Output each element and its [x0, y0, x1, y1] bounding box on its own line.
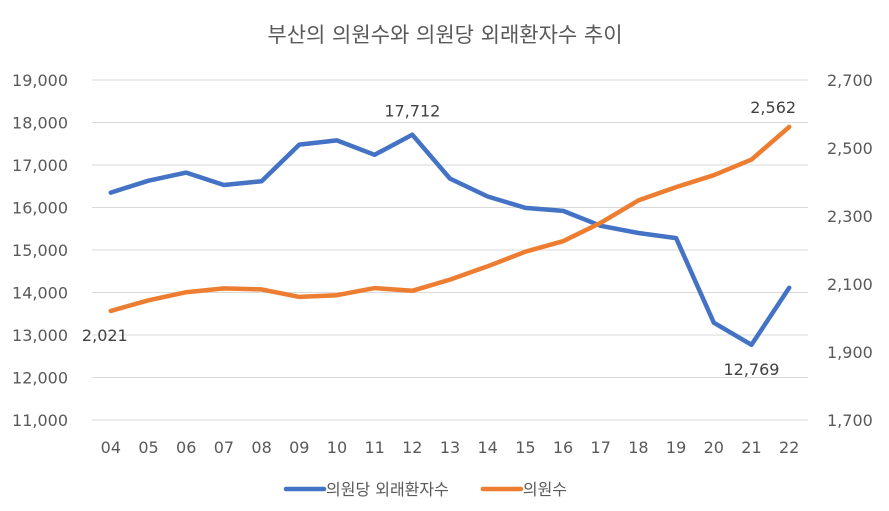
x-tick-label: 09 — [289, 438, 309, 457]
series-line-1 — [108, 124, 792, 314]
legend-label: 의원당 외래환자수 — [326, 480, 449, 499]
x-tick-label: 12 — [402, 438, 422, 457]
data-label: 2,021 — [82, 326, 128, 345]
right-y-tick-label: 2,300 — [827, 207, 873, 226]
left-y-tick-label: 16,000 — [12, 199, 68, 218]
left-y-tick-label: 13,000 — [12, 326, 68, 345]
x-tick-label: 05 — [138, 438, 158, 457]
right-y-tick-label: 2,700 — [827, 71, 873, 90]
grid-lines — [92, 79, 808, 421]
x-tick-label: 08 — [251, 438, 271, 457]
x-tick-label: 15 — [515, 438, 535, 457]
right-y-tick-label: 1,700 — [827, 411, 873, 430]
series-lines — [108, 124, 792, 348]
x-tick-label: 10 — [327, 438, 347, 457]
x-tick-label: 07 — [214, 438, 234, 457]
right-y-axis: 1,700 1,900 2,100 2,300 2,500 2,700 — [827, 71, 873, 430]
left-y-tick-label: 14,000 — [12, 284, 68, 303]
x-tick-label: 18 — [628, 438, 648, 457]
chart-title: 부산의 의원수와 의원당 외래환자수 추이 — [267, 23, 622, 47]
series-line-0 — [108, 132, 792, 348]
left-y-axis: 11,000 12,000 13,000 14,000 15,000 16,000 17,0… — [12, 71, 68, 430]
left-y-tick-label: 17,000 — [12, 156, 68, 175]
x-axis: 04 05 06 07 08 09 10 11 12 13 14 15 16 17 18 19 20 21 22 — [101, 438, 800, 457]
right-y-tick-label: 2,100 — [827, 275, 873, 294]
x-tick-label: 13 — [440, 438, 460, 457]
x-tick-label: 04 — [101, 438, 121, 457]
x-tick-label: 17 — [591, 438, 611, 457]
x-tick-label: 16 — [553, 438, 573, 457]
data-labels: 17,712 12,769 2,021 2,562 — [82, 98, 796, 379]
left-y-tick-label: 15,000 — [12, 241, 68, 260]
data-label: 12,769 — [723, 360, 779, 379]
x-tick-label: 11 — [364, 438, 384, 457]
data-label: 2,562 — [750, 98, 796, 117]
x-tick-label: 21 — [741, 438, 761, 457]
x-tick-label: 22 — [779, 438, 799, 457]
data-label: 17,712 — [384, 102, 440, 121]
right-y-tick-label: 2,500 — [827, 139, 873, 158]
x-tick-label: 20 — [704, 438, 724, 457]
left-y-tick-label: 11,000 — [12, 411, 68, 430]
legend: 의원당 외래환자수 의원수 — [283, 480, 567, 499]
x-tick-label: 19 — [666, 438, 686, 457]
right-y-tick-label: 1,900 — [827, 343, 873, 362]
left-y-tick-label: 18,000 — [12, 114, 68, 133]
legend-label: 의원수 — [523, 480, 567, 499]
x-tick-label: 06 — [176, 438, 196, 457]
x-tick-label: 14 — [478, 438, 498, 457]
left-y-tick-label: 19,000 — [12, 71, 68, 90]
left-y-tick-label: 12,000 — [12, 369, 68, 388]
